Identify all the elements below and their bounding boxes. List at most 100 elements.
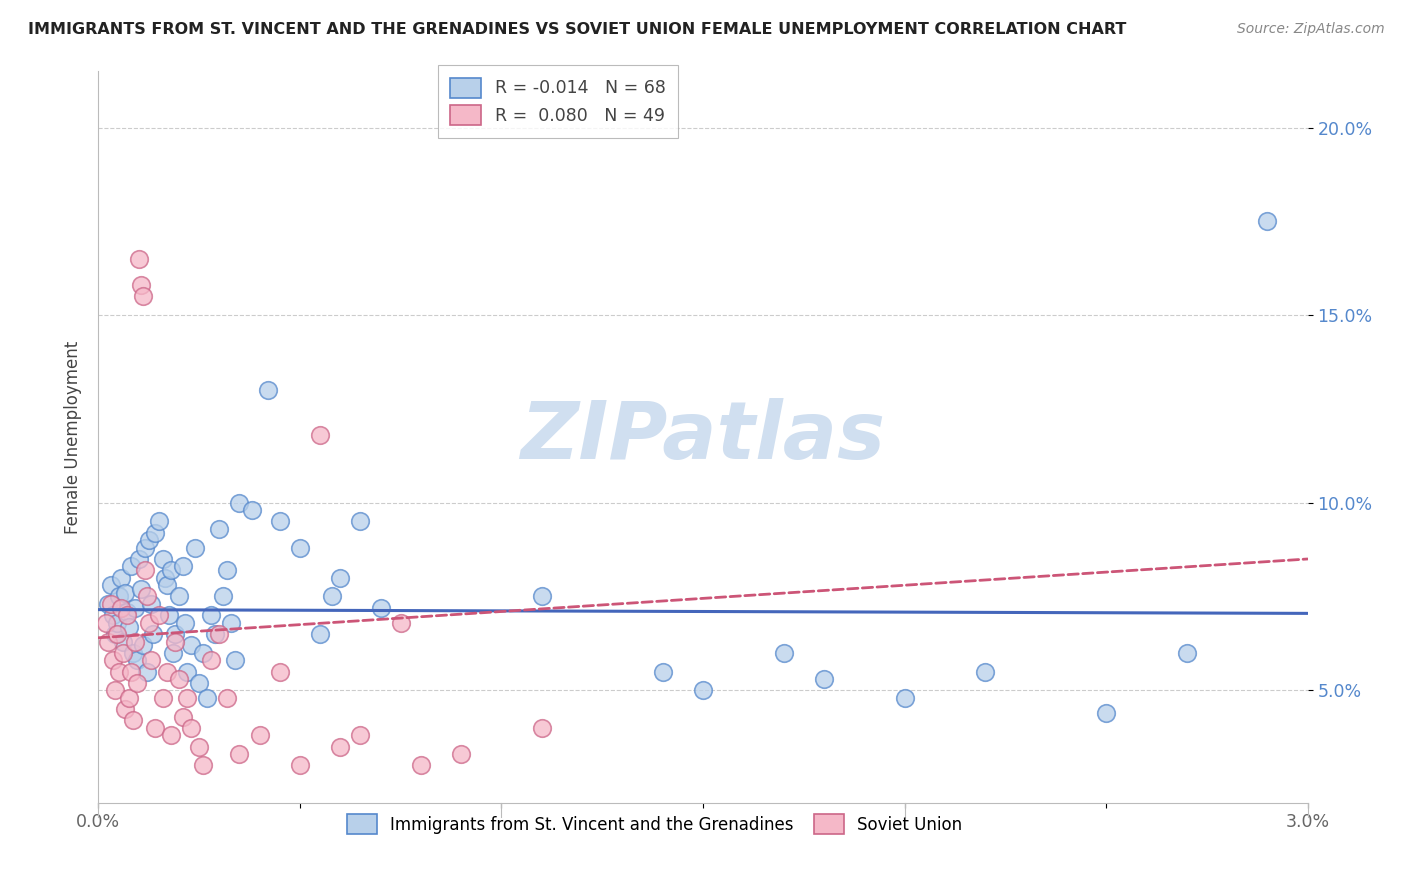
Point: [193, 758, 215, 772]
Point: [101, 608, 124, 623]
Point: [143, 721, 166, 735]
Point: [129, 278, 152, 293]
Point: [97, 597, 120, 611]
Point: [162, 646, 184, 660]
Point: [349, 515, 371, 529]
Point: [217, 563, 239, 577]
Point: [329, 571, 352, 585]
Point: [107, 590, 129, 604]
Point: [221, 615, 243, 630]
Point: [100, 597, 122, 611]
Point: [153, 571, 176, 585]
Point: [156, 665, 179, 679]
Point: [103, 627, 125, 641]
Point: [200, 653, 222, 667]
Point: [134, 541, 156, 555]
Point: [132, 638, 155, 652]
Point: [121, 713, 143, 727]
Point: [256, 383, 278, 397]
Point: [217, 690, 239, 705]
Point: [148, 608, 170, 623]
Text: ZIPatlas: ZIPatlas: [520, 398, 886, 476]
Point: [240, 503, 263, 517]
Point: [111, 646, 134, 660]
Y-axis label: Female Unemployment: Female Unemployment: [63, 341, 82, 533]
Point: [110, 600, 132, 615]
Point: [389, 615, 412, 630]
Point: [107, 665, 129, 679]
Point: [176, 665, 198, 679]
Point: [96, 615, 118, 630]
Text: Source: ZipAtlas.com: Source: ZipAtlas.com: [1237, 22, 1385, 37]
Point: [409, 758, 432, 772]
Point: [208, 522, 231, 536]
Point: [172, 709, 194, 723]
Point: [125, 653, 148, 667]
Point: [105, 627, 128, 641]
Point: [110, 571, 132, 585]
Point: [101, 653, 124, 667]
Point: [180, 638, 202, 652]
Point: [228, 496, 250, 510]
Point: [1095, 706, 1118, 720]
Point: [121, 646, 143, 660]
Point: [1175, 646, 1198, 660]
Point: [135, 590, 157, 604]
Point: [813, 672, 835, 686]
Point: [224, 653, 246, 667]
Point: [172, 559, 194, 574]
Point: [105, 615, 128, 630]
Point: [269, 665, 291, 679]
Point: [530, 590, 553, 604]
Point: [124, 600, 146, 615]
Point: [195, 690, 218, 705]
Point: [125, 675, 148, 690]
Point: [321, 590, 343, 604]
Point: [893, 690, 915, 705]
Point: [135, 665, 157, 679]
Point: [114, 586, 136, 600]
Point: [288, 758, 311, 772]
Point: [115, 608, 138, 623]
Point: [114, 702, 136, 716]
Point: [193, 646, 215, 660]
Point: [142, 627, 165, 641]
Point: [128, 552, 150, 566]
Point: [163, 634, 186, 648]
Point: [115, 605, 138, 619]
Point: [118, 619, 141, 633]
Point: [100, 578, 122, 592]
Point: [651, 665, 673, 679]
Point: [138, 533, 160, 548]
Point: [152, 552, 174, 566]
Point: [450, 747, 472, 761]
Point: [128, 252, 150, 266]
Point: [309, 627, 332, 641]
Legend: Immigrants from St. Vincent and the Grenadines, Soviet Union: Immigrants from St. Vincent and the Gren…: [339, 806, 970, 842]
Point: [97, 634, 120, 648]
Point: [160, 563, 183, 577]
Point: [329, 739, 352, 754]
Point: [188, 675, 211, 690]
Point: [200, 608, 222, 623]
Point: [152, 690, 174, 705]
Point: [139, 597, 162, 611]
Point: [160, 728, 183, 742]
Point: [269, 515, 291, 529]
Text: IMMIGRANTS FROM ST. VINCENT AND THE GRENADINES VS SOVIET UNION FEMALE UNEMPLOYME: IMMIGRANTS FROM ST. VINCENT AND THE GREN…: [28, 22, 1126, 37]
Point: [120, 559, 142, 574]
Point: [692, 683, 714, 698]
Point: [139, 653, 162, 667]
Point: [184, 541, 207, 555]
Point: [167, 672, 190, 686]
Point: [174, 615, 197, 630]
Point: [288, 541, 311, 555]
Point: [163, 627, 186, 641]
Point: [772, 646, 794, 660]
Point: [129, 582, 152, 596]
Point: [143, 525, 166, 540]
Point: [148, 515, 170, 529]
Point: [530, 721, 553, 735]
Point: [134, 563, 156, 577]
Point: [249, 728, 271, 742]
